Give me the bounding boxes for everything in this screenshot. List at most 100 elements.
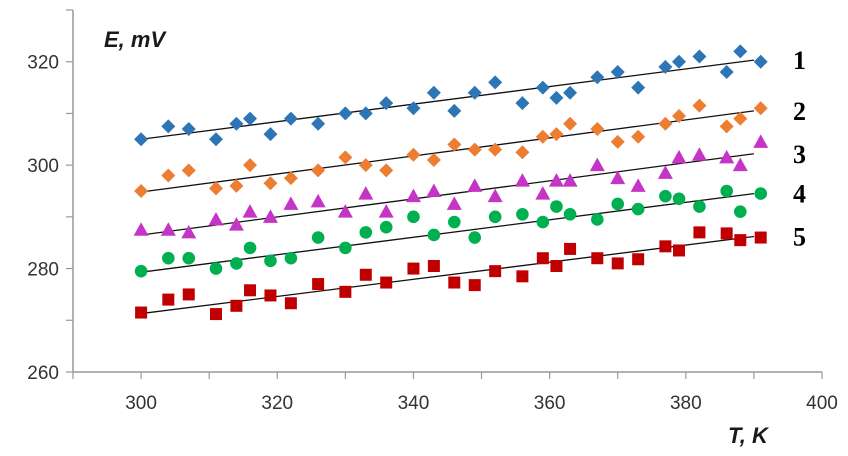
data-point-series-5 [284, 297, 297, 310]
data-point-series-2 [379, 163, 394, 178]
data-point-series-4 [536, 215, 550, 229]
data-point-series-2 [515, 145, 530, 160]
data-point-series-3 [671, 149, 687, 164]
data-point-series-4 [468, 231, 482, 244]
data-point-series-5 [264, 289, 277, 302]
x-tick-label: 380 [670, 393, 702, 414]
data-point-series-1 [134, 132, 149, 147]
trendline-series-4 [141, 192, 754, 273]
trendline-series-2 [141, 110, 754, 193]
data-point-series-5 [489, 265, 502, 278]
series-label-5: 5 [793, 223, 806, 252]
y-tick-label: 320 [27, 53, 59, 74]
data-point-series-3 [378, 204, 394, 218]
data-point-series-2 [467, 142, 482, 157]
data-point-series-5 [720, 227, 733, 240]
x-tick-label: 320 [261, 393, 293, 414]
markers [133, 44, 769, 321]
data-point-series-1 [549, 90, 564, 105]
data-point-series-5 [564, 242, 577, 255]
data-point-series-4 [563, 207, 577, 221]
data-point-series-4 [134, 264, 148, 278]
data-point-series-5 [407, 262, 420, 275]
data-point-series-1 [590, 70, 605, 85]
data-point-series-4 [427, 228, 441, 242]
data-point-series-5 [632, 253, 645, 266]
series-label-4: 4 [793, 180, 806, 209]
data-point-series-1 [672, 54, 687, 69]
data-point-series-5 [339, 285, 352, 298]
data-point-series-3 [208, 211, 224, 226]
trendline-series-3 [141, 153, 754, 236]
data-point-series-2 [161, 168, 176, 183]
ticks: 260 280 300 320 300 320 340 360 380 400 [27, 9, 838, 414]
data-point-series-3 [310, 193, 326, 208]
series-label-2: 2 [793, 97, 806, 126]
data-point-series-1 [719, 65, 734, 80]
data-point-series-4 [591, 213, 604, 226]
data-point-series-2 [358, 158, 373, 173]
x-axis-title: T, K [728, 423, 770, 448]
axes [72, 10, 822, 373]
data-point-series-3 [181, 224, 197, 239]
data-point-series-3 [262, 209, 278, 223]
data-point-series-5 [135, 306, 148, 319]
data-point-series-3 [732, 157, 748, 172]
data-point-series-1 [208, 132, 223, 147]
data-point-series-4 [243, 241, 257, 255]
data-point-series-1 [658, 59, 673, 74]
data-point-series-1 [488, 75, 503, 90]
data-point-series-3 [467, 178, 483, 192]
data-point-series-5 [427, 259, 440, 272]
data-point-series-4 [611, 197, 625, 211]
data-point-series-5 [693, 226, 706, 239]
data-point-series-5 [244, 284, 257, 297]
data-point-series-4 [720, 184, 733, 198]
data-point-series-2 [631, 129, 646, 144]
data-point-series-3 [405, 188, 421, 203]
data-point-series-3 [133, 222, 149, 236]
data-point-series-1 [610, 65, 625, 80]
data-point-series-3 [753, 134, 769, 148]
data-point-series-1 [358, 106, 373, 121]
data-point-series-2 [719, 119, 734, 134]
data-point-series-4 [264, 254, 277, 268]
data-point-series-2 [447, 137, 462, 152]
data-point-series-4 [733, 205, 747, 218]
data-point-series-5 [550, 259, 563, 272]
y-tick-label: 260 [27, 363, 59, 384]
data-point-series-4 [311, 231, 325, 244]
data-point-series-4 [550, 200, 563, 213]
data-point-series-3 [535, 186, 551, 200]
data-point-series-1 [229, 116, 244, 131]
data-point-series-4 [209, 262, 223, 275]
data-point-series-3 [562, 173, 578, 187]
data-point-series-1 [243, 111, 258, 126]
y-tick-label: 300 [27, 156, 59, 177]
data-point-series-1 [631, 80, 646, 95]
y-axis-title: E, mV [104, 27, 167, 52]
series-labels: 1 2 3 4 5 [793, 46, 806, 251]
data-point-series-3 [589, 157, 605, 172]
data-point-series-2 [535, 129, 550, 144]
data-point-series-1 [379, 96, 394, 111]
data-point-series-3 [283, 196, 299, 210]
data-point-series-2 [311, 163, 326, 178]
data-point-series-5 [162, 293, 175, 306]
data-point-series-4 [379, 220, 393, 234]
data-point-series-5 [230, 299, 243, 312]
data-point-series-1 [692, 49, 707, 64]
data-point-series-2 [406, 147, 421, 162]
data-point-series-4 [182, 251, 196, 265]
data-point-series-5 [209, 308, 222, 321]
data-point-series-2 [672, 109, 687, 124]
data-point-series-4 [659, 189, 672, 203]
data-point-series-1 [447, 103, 462, 118]
data-point-series-2 [338, 150, 353, 165]
data-point-series-5 [359, 268, 372, 281]
data-point-series-3 [160, 222, 176, 236]
trendline-series-5 [141, 235, 754, 315]
data-point-series-1 [338, 106, 353, 121]
data-point-series-1 [753, 54, 768, 69]
data-point-series-3 [426, 183, 442, 197]
